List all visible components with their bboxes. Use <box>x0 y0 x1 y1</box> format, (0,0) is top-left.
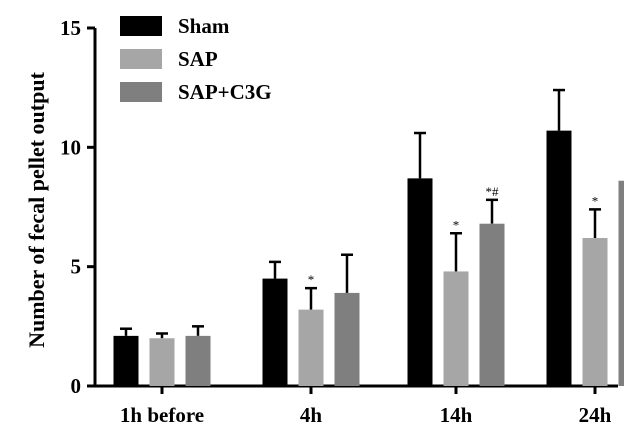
x-tick-label: 4h <box>300 403 323 427</box>
significance-label: * <box>453 217 460 232</box>
bar-sap-c3g <box>185 335 211 386</box>
significance-label: *# <box>486 184 500 199</box>
y-axis-title: Number of fecal pellet output <box>24 71 49 347</box>
bar-sap-c3g <box>479 223 505 386</box>
bar-sap-c3g <box>334 292 360 386</box>
bar-sap-c3g <box>618 180 624 386</box>
legend-swatch <box>120 16 162 36</box>
y-tick-label: 10 <box>60 135 81 159</box>
bar-sham <box>262 278 288 386</box>
legend-label: SAP <box>178 47 218 71</box>
bar-sap <box>149 338 175 386</box>
legend: Sham SAP SAP+C3G <box>120 14 272 104</box>
bar-sham <box>546 130 572 386</box>
legend-label: Sham <box>178 14 230 38</box>
x-tick-label: 1h before <box>120 403 204 427</box>
bar-sap <box>582 238 608 386</box>
bar-sham <box>113 335 139 386</box>
bar-sap <box>298 309 324 386</box>
x-tick-label: 24h <box>579 403 612 427</box>
significance-label: * <box>592 193 599 208</box>
bar-sham <box>407 178 433 386</box>
bar-sap <box>443 271 469 386</box>
y-tick-label: 0 <box>71 374 82 398</box>
y-tick-label: 15 <box>60 16 81 40</box>
y-tick-label: 5 <box>71 255 82 279</box>
legend-swatch <box>120 82 162 102</box>
significance-label: * <box>308 272 315 287</box>
x-tick-label: 14h <box>440 403 473 427</box>
legend-swatch <box>120 49 162 69</box>
legend-label: SAP+C3G <box>178 80 272 104</box>
